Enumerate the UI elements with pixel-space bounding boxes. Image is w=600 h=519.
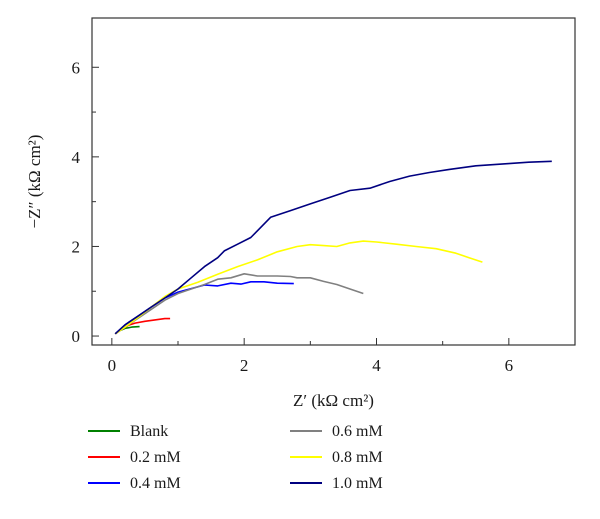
y-tick-label: 2 [72,237,81,256]
x-axis-label: Z′ (kΩ cm²) [293,391,374,410]
x-tick-label: 0 [108,356,117,375]
legend-label-0-8-mm: 0.8 mM [332,449,383,466]
y-tick-label: 0 [72,327,81,346]
x-tick-label: 4 [372,356,381,375]
series-line-0-4-mm [114,281,294,335]
series-line-0-6-mm [114,273,364,335]
series-line-1-0-mm [114,160,552,335]
legend-label-0-6-mm: 0.6 mM [332,423,383,440]
legend-label-blank: Blank [130,423,168,440]
axes: 0 2 4 6 0 2 4 6 [72,17,576,375]
series-line-0-8-mm [114,240,483,335]
x-tick-label: 6 [505,356,514,375]
x-tick-label: 2 [240,356,249,375]
plot-frame [91,17,576,346]
legend: Blank 0.2 mM 0.4 mM 0.6 mM 0.8 mM 1.0 mM [88,423,383,492]
legend-label-1-0-mm: 1.0 mM [332,475,383,492]
legend-label-0-4-mm: 0.4 mM [130,475,181,492]
plot-area [114,160,552,335]
y-tick-label: 6 [72,58,81,77]
y-tick-label: 4 [72,148,81,167]
y-axis-label: −Z″ (kΩ cm²) [25,135,44,229]
legend-label-0-2-mm: 0.2 mM [130,449,181,466]
